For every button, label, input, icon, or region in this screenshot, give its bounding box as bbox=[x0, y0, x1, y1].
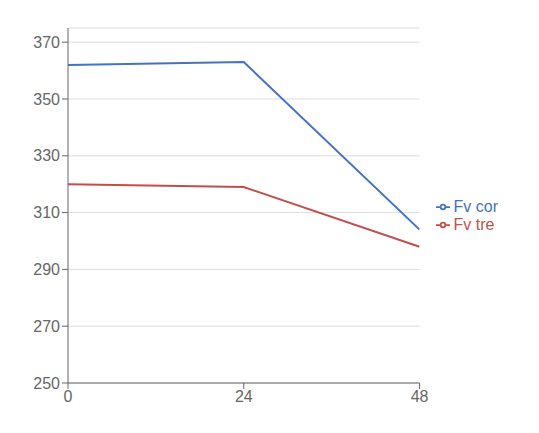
svg-text:48: 48 bbox=[411, 388, 429, 405]
svg-text:250: 250 bbox=[33, 375, 60, 392]
svg-text:270: 270 bbox=[33, 318, 60, 335]
svg-text:24: 24 bbox=[235, 388, 253, 405]
html-text:Fv tre: Fv tre bbox=[453, 215, 495, 233]
html-text:Fv cor: Fv cor bbox=[453, 197, 498, 215]
svg-text:290: 290 bbox=[33, 261, 60, 278]
svg-text:310: 310 bbox=[33, 204, 60, 221]
svg-text:330: 330 bbox=[33, 147, 60, 164]
svg-text:370: 370 bbox=[33, 34, 60, 51]
svg-text:0: 0 bbox=[64, 388, 73, 405]
svg-text:350: 350 bbox=[33, 91, 60, 108]
